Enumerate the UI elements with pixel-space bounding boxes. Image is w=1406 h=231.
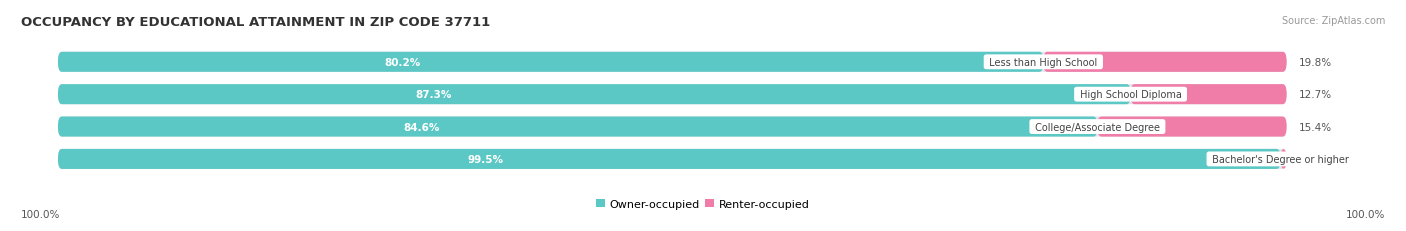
Text: College/Associate Degree: College/Associate Degree xyxy=(1032,122,1163,132)
Text: 15.4%: 15.4% xyxy=(1299,122,1331,132)
FancyBboxPatch shape xyxy=(58,149,1286,169)
Text: 99.5%: 99.5% xyxy=(468,154,503,164)
Text: 12.7%: 12.7% xyxy=(1299,90,1331,100)
Text: 100.0%: 100.0% xyxy=(1346,210,1385,219)
Text: Bachelor's Degree or higher: Bachelor's Degree or higher xyxy=(1209,154,1353,164)
Text: High School Diploma: High School Diploma xyxy=(1077,90,1185,100)
FancyBboxPatch shape xyxy=(58,52,1286,73)
Text: 100.0%: 100.0% xyxy=(21,210,60,219)
Text: 80.2%: 80.2% xyxy=(385,58,420,67)
FancyBboxPatch shape xyxy=(58,85,1130,105)
Legend: Owner-occupied, Renter-occupied: Owner-occupied, Renter-occupied xyxy=(592,195,814,213)
FancyBboxPatch shape xyxy=(1043,52,1286,73)
FancyBboxPatch shape xyxy=(1130,85,1286,105)
Text: 87.3%: 87.3% xyxy=(415,90,451,100)
FancyBboxPatch shape xyxy=(1281,149,1286,169)
FancyBboxPatch shape xyxy=(58,149,1281,169)
Text: 0.51%: 0.51% xyxy=(1299,154,1331,164)
FancyBboxPatch shape xyxy=(58,117,1286,137)
Text: 19.8%: 19.8% xyxy=(1299,58,1331,67)
Text: Source: ZipAtlas.com: Source: ZipAtlas.com xyxy=(1281,16,1385,26)
FancyBboxPatch shape xyxy=(58,85,1286,105)
Text: Less than High School: Less than High School xyxy=(986,58,1101,67)
Text: 84.6%: 84.6% xyxy=(404,122,440,132)
FancyBboxPatch shape xyxy=(58,52,1043,73)
FancyBboxPatch shape xyxy=(58,117,1098,137)
FancyBboxPatch shape xyxy=(1098,117,1286,137)
Text: OCCUPANCY BY EDUCATIONAL ATTAINMENT IN ZIP CODE 37711: OCCUPANCY BY EDUCATIONAL ATTAINMENT IN Z… xyxy=(21,16,491,29)
